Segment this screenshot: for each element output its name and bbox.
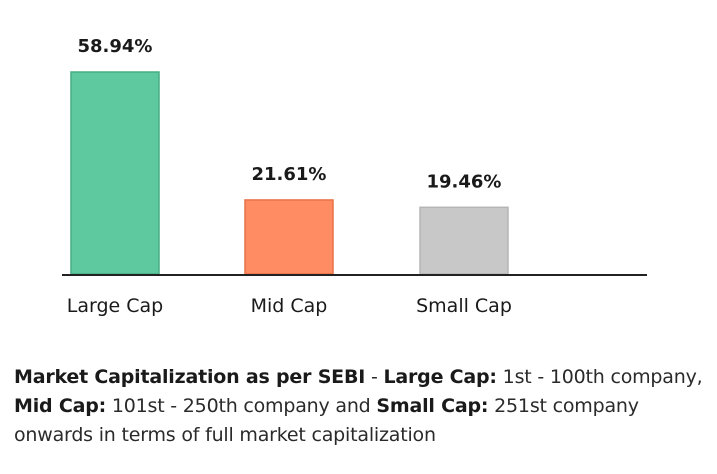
caption-separator: - xyxy=(365,366,384,388)
caption-small-cap-term: Small Cap: xyxy=(376,395,489,417)
bar-mid-cap xyxy=(244,199,334,275)
bar-small-cap xyxy=(419,206,509,275)
category-label-large-cap: Large Cap xyxy=(67,295,163,317)
caption-mid-cap-desc: 101st - 250th company and xyxy=(106,395,377,417)
caption-small-cap-desc: 251st company onwards in terms of full m… xyxy=(14,395,639,446)
value-label-small-cap: 19.46% xyxy=(427,171,502,192)
bar-large-cap xyxy=(70,71,160,275)
caption-large-cap-term: Large Cap: xyxy=(383,366,497,388)
value-label-large-cap: 58.94% xyxy=(78,36,153,57)
caption-large-cap-desc: 1st - 100th company, xyxy=(496,366,703,388)
value-label-mid-cap: 21.61% xyxy=(252,164,327,185)
caption-title: Market Capitalization as per SEBI xyxy=(14,366,366,388)
category-label-mid-cap: Mid Cap xyxy=(251,295,328,317)
chart-caption: Market Capitalization as per SEBI - Larg… xyxy=(14,363,704,450)
bar-chart: 58.94% Large Cap 21.61% Mid Cap 19.46% Small … xyxy=(62,36,647,317)
caption-mid-cap-term: Mid Cap: xyxy=(14,395,106,417)
category-label-small-cap: Small Cap xyxy=(416,295,512,317)
